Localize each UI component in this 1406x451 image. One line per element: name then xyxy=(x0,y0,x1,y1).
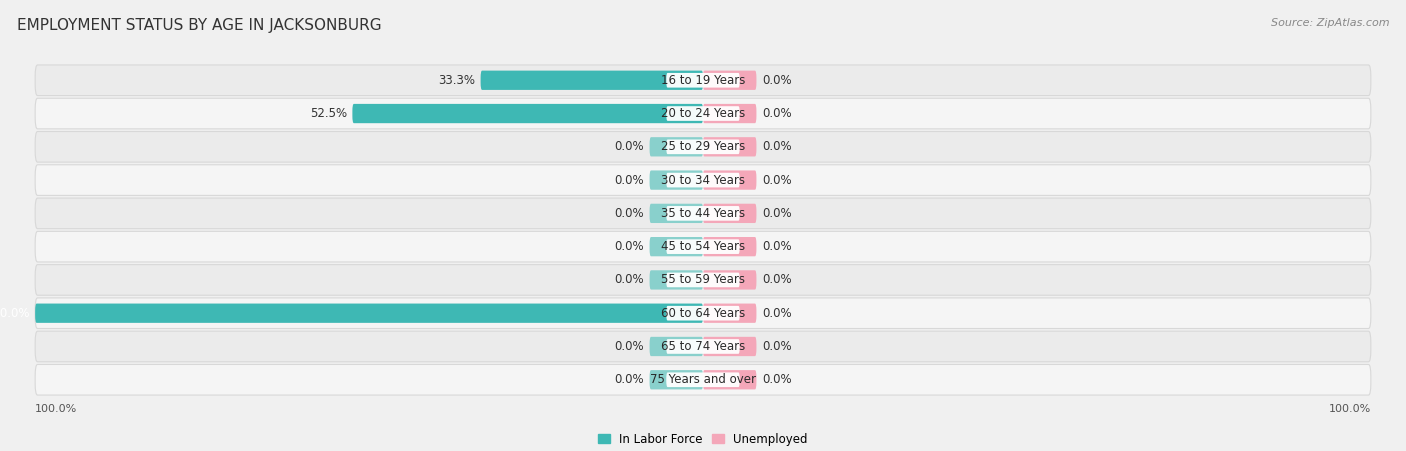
FancyBboxPatch shape xyxy=(35,364,1371,395)
Text: 0.0%: 0.0% xyxy=(762,74,792,87)
Text: 0.0%: 0.0% xyxy=(762,207,792,220)
Text: 0.0%: 0.0% xyxy=(762,307,792,320)
Text: 0.0%: 0.0% xyxy=(762,340,792,353)
Text: 0.0%: 0.0% xyxy=(762,140,792,153)
Text: 52.5%: 52.5% xyxy=(309,107,347,120)
Text: 0.0%: 0.0% xyxy=(614,373,644,386)
Text: EMPLOYMENT STATUS BY AGE IN JACKSONBURG: EMPLOYMENT STATUS BY AGE IN JACKSONBURG xyxy=(17,18,381,33)
FancyBboxPatch shape xyxy=(35,298,1371,328)
Text: 100.0%: 100.0% xyxy=(1329,404,1371,414)
Text: 0.0%: 0.0% xyxy=(614,207,644,220)
Text: 60 to 64 Years: 60 to 64 Years xyxy=(661,307,745,320)
FancyBboxPatch shape xyxy=(666,373,740,387)
FancyBboxPatch shape xyxy=(666,306,740,321)
FancyBboxPatch shape xyxy=(35,198,1371,229)
Text: 0.0%: 0.0% xyxy=(762,373,792,386)
FancyBboxPatch shape xyxy=(35,265,1371,295)
FancyBboxPatch shape xyxy=(35,304,703,323)
Text: 0.0%: 0.0% xyxy=(614,140,644,153)
FancyBboxPatch shape xyxy=(666,239,740,254)
Legend: In Labor Force, Unemployed: In Labor Force, Unemployed xyxy=(593,428,813,451)
FancyBboxPatch shape xyxy=(703,270,756,290)
FancyBboxPatch shape xyxy=(650,204,703,223)
Text: 75 Years and over: 75 Years and over xyxy=(650,373,756,386)
FancyBboxPatch shape xyxy=(703,237,756,256)
FancyBboxPatch shape xyxy=(650,370,703,389)
Text: 0.0%: 0.0% xyxy=(614,340,644,353)
FancyBboxPatch shape xyxy=(35,331,1371,362)
FancyBboxPatch shape xyxy=(35,98,1371,129)
Text: 65 to 74 Years: 65 to 74 Years xyxy=(661,340,745,353)
FancyBboxPatch shape xyxy=(35,231,1371,262)
Text: 0.0%: 0.0% xyxy=(762,174,792,187)
FancyBboxPatch shape xyxy=(666,206,740,221)
Text: 0.0%: 0.0% xyxy=(614,240,644,253)
Text: 100.0%: 100.0% xyxy=(35,404,77,414)
Text: 0.0%: 0.0% xyxy=(762,240,792,253)
Text: 55 to 59 Years: 55 to 59 Years xyxy=(661,273,745,286)
FancyBboxPatch shape xyxy=(650,170,703,190)
Text: 35 to 44 Years: 35 to 44 Years xyxy=(661,207,745,220)
FancyBboxPatch shape xyxy=(650,337,703,356)
Text: 25 to 29 Years: 25 to 29 Years xyxy=(661,140,745,153)
FancyBboxPatch shape xyxy=(35,165,1371,195)
Text: 0.0%: 0.0% xyxy=(614,174,644,187)
FancyBboxPatch shape xyxy=(703,137,756,156)
FancyBboxPatch shape xyxy=(666,339,740,354)
Text: Source: ZipAtlas.com: Source: ZipAtlas.com xyxy=(1271,18,1389,28)
FancyBboxPatch shape xyxy=(703,71,756,90)
FancyBboxPatch shape xyxy=(703,204,756,223)
FancyBboxPatch shape xyxy=(703,104,756,123)
Text: 20 to 24 Years: 20 to 24 Years xyxy=(661,107,745,120)
FancyBboxPatch shape xyxy=(353,104,703,123)
FancyBboxPatch shape xyxy=(650,137,703,156)
FancyBboxPatch shape xyxy=(650,237,703,256)
FancyBboxPatch shape xyxy=(666,73,740,87)
FancyBboxPatch shape xyxy=(650,270,703,290)
FancyBboxPatch shape xyxy=(666,139,740,154)
FancyBboxPatch shape xyxy=(703,370,756,389)
Text: 16 to 19 Years: 16 to 19 Years xyxy=(661,74,745,87)
Text: 33.3%: 33.3% xyxy=(439,74,475,87)
Text: 30 to 34 Years: 30 to 34 Years xyxy=(661,174,745,187)
FancyBboxPatch shape xyxy=(666,106,740,121)
Text: 100.0%: 100.0% xyxy=(0,307,30,320)
FancyBboxPatch shape xyxy=(666,272,740,287)
FancyBboxPatch shape xyxy=(35,65,1371,96)
Text: 0.0%: 0.0% xyxy=(762,273,792,286)
FancyBboxPatch shape xyxy=(481,71,703,90)
Text: 45 to 54 Years: 45 to 54 Years xyxy=(661,240,745,253)
FancyBboxPatch shape xyxy=(703,170,756,190)
FancyBboxPatch shape xyxy=(666,173,740,188)
FancyBboxPatch shape xyxy=(35,132,1371,162)
FancyBboxPatch shape xyxy=(703,304,756,323)
Text: 0.0%: 0.0% xyxy=(614,273,644,286)
FancyBboxPatch shape xyxy=(703,337,756,356)
Text: 0.0%: 0.0% xyxy=(762,107,792,120)
